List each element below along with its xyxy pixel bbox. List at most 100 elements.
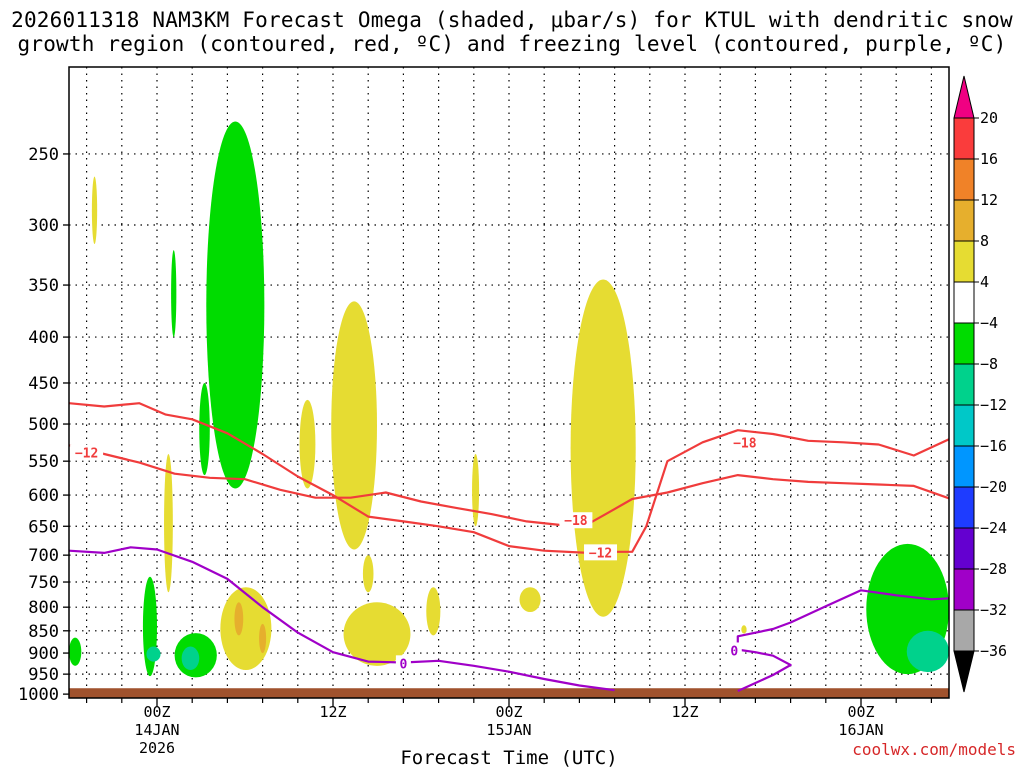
contour-label-minus12: −12 [589, 546, 612, 561]
colorbar-tick-label: 4 [980, 273, 989, 291]
terrain-fill [69, 688, 949, 698]
y-tick-label: 950 [28, 665, 59, 685]
contour-label-zero: 0 [399, 657, 407, 672]
y-tick-label: 700 [28, 546, 59, 566]
omega-region [570, 279, 636, 617]
omega-region [171, 250, 177, 338]
colorbar-band [953, 404, 975, 447]
colorbar-tick-label: 16 [980, 150, 998, 168]
colorbar-arrow-high [953, 75, 975, 119]
omega-region [234, 602, 244, 636]
colorbar-band [953, 568, 975, 611]
contour-label-minus18-bg [559, 512, 593, 529]
omega-region [206, 121, 265, 489]
contour-label-minus12-bg [584, 544, 618, 561]
colorbar-tick-label: 8 [980, 232, 989, 250]
omega-region [741, 625, 747, 634]
colorbar-tick-label: −36 [980, 642, 1007, 660]
colorbar-tick-label: −12 [980, 396, 1007, 414]
omega-shading [69, 121, 949, 678]
freezing-level-line [69, 546, 615, 692]
contour-label-zero-bg [395, 655, 411, 672]
colorbar-tick-label: −8 [980, 355, 998, 373]
contour-label-zero-bg [726, 642, 742, 659]
colorbar-band [953, 158, 975, 201]
dendritic-contour-line [69, 444, 949, 527]
y-tick-label: 800 [28, 598, 59, 618]
y-tick-label: 750 [28, 573, 59, 593]
x-tick-date: 15JAN [486, 721, 531, 739]
y-tick-label: 300 [28, 216, 59, 236]
x-tick-date: 14JAN [134, 721, 179, 739]
omega-region [181, 646, 200, 671]
y-tick-label: 550 [28, 452, 59, 472]
y-tick-label: 350 [28, 276, 59, 296]
freezing-level-line [736, 589, 949, 693]
omega-region [259, 623, 267, 654]
omega-region [220, 587, 272, 671]
x-tick-year: 2026 [139, 739, 175, 757]
contour-label-minus12-bg [70, 444, 104, 461]
omega-region [164, 454, 173, 593]
omega-region [343, 602, 411, 666]
colorbar-tick-label: −24 [980, 519, 1007, 537]
x-axis-label: Forecast Time (UTC) [400, 747, 617, 768]
colorbar-band [953, 117, 975, 160]
omega-region [199, 382, 210, 476]
omega-region [299, 399, 316, 489]
colorbar-band [953, 486, 975, 529]
y-tick-label: 900 [28, 644, 59, 664]
colorbar-band [953, 363, 975, 406]
chart-title-line-1: 2026011318 NAM3KM Forecast Omega (shaded… [11, 8, 1013, 32]
colorbar-tick-label: −28 [980, 560, 1007, 578]
x-tick-date: 16JAN [838, 721, 883, 739]
contour-label-minus18: −18 [733, 436, 757, 451]
y-tick-label: 650 [28, 517, 59, 537]
omega-region [69, 637, 82, 666]
colorbar-band [953, 322, 975, 365]
y-tick-label: 450 [28, 374, 59, 394]
omega-region [362, 555, 374, 593]
colorbar-tick-label: −16 [980, 437, 1007, 455]
x-tick-label: 12Z [671, 703, 698, 721]
contour-label-minus18: −18 [564, 514, 588, 529]
colorbar-arrow-low [953, 650, 975, 693]
y-tick-label: 400 [28, 328, 59, 348]
x-tick-label: 12Z [319, 703, 346, 721]
colorbar-tick-label: 20 [980, 109, 998, 127]
contour-label-minus12: −12 [75, 447, 98, 462]
y-tick-label: 250 [28, 145, 59, 165]
colorbar-tick-label: −4 [980, 314, 998, 332]
omega-region [426, 587, 441, 636]
x-tick-label: 00Z [143, 703, 170, 721]
omega-region [906, 630, 949, 673]
omega-region [472, 454, 480, 527]
y-tick-label: 850 [28, 622, 59, 642]
grid-lines [69, 67, 949, 698]
colorbar-tick-label: 12 [980, 191, 998, 209]
colorbar-band [953, 281, 975, 324]
omega-region [331, 301, 377, 550]
y-tick-label: 600 [28, 486, 59, 506]
omega-region [91, 176, 98, 245]
dendritic-contour-line [69, 402, 949, 554]
colorbar-tick-label: −32 [980, 601, 1007, 619]
colorbar-band [953, 609, 975, 652]
colorbar: −36 −32 −28 −24 −20 −16 −12 −8 −4 4 8 12 16 20 [953, 75, 1007, 693]
y-tick-label: 500 [28, 415, 59, 435]
omega-region [519, 587, 541, 613]
colorbar-band [953, 199, 975, 242]
colorbar-band [953, 527, 975, 570]
y-axis: 2503003504004505005506006507007508008509… [18, 145, 69, 705]
y-tick-label: 1000 [18, 685, 59, 705]
terrain [69, 688, 949, 698]
colorbar-band [953, 240, 975, 283]
contour-label-minus18-bg [728, 434, 762, 451]
x-tick-label: 00Z [495, 703, 522, 721]
x-tick-label: 00Z [847, 703, 874, 721]
omega-region [146, 646, 161, 662]
contours: −12 −12 −18 −18 0 0 [69, 402, 949, 693]
colorbar-band [953, 445, 975, 488]
